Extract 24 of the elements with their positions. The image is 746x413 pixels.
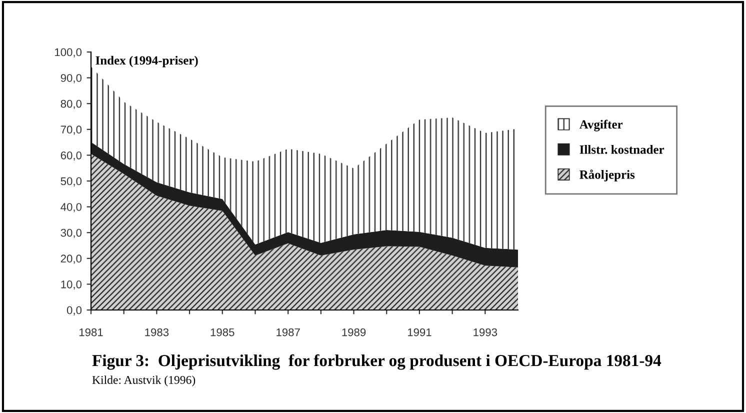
x-tick-label: 1983 <box>145 328 169 336</box>
x-tick-label: 1991 <box>408 328 432 336</box>
text: Kilde: Austvik (1996) <box>92 376 196 386</box>
y-tick-label: 50,0 <box>60 177 82 186</box>
legend-label: Avgifter <box>579 120 623 132</box>
y-tick-label: 70,0 <box>60 126 82 135</box>
y-tick-label: 60,0 <box>60 151 82 161</box>
y-tick-label: 30,0 <box>60 228 82 238</box>
x-tick-label: 1985 <box>210 328 234 336</box>
x-tick-label: 1993 <box>474 328 498 336</box>
x-tick-label: 1989 <box>342 328 366 336</box>
x-tick-label: 1981 <box>79 328 103 336</box>
legend-label: Illstr. kostnader <box>580 145 664 154</box>
y-tick-label: 100,0 <box>55 48 82 58</box>
x-tick-label: 1987 <box>276 328 300 336</box>
y-tick-label: 0,0 <box>66 306 82 316</box>
y-tick-label: 20,0 <box>60 254 82 264</box>
y-tick-label: 10,0 <box>61 280 82 290</box>
y-axis-title: Index (1994-priser) <box>96 56 198 68</box>
text: Figur 3: Oljeprisutvikling for forbruker og produsent i OECD-Europa 1981-94 <box>92 354 662 370</box>
y-tick-label: 90,0 <box>60 74 82 84</box>
y-tick-label: 40,0 <box>60 203 82 212</box>
legend-label: Råoljepris <box>580 170 635 182</box>
y-tick-label: 80,0 <box>60 100 82 110</box>
